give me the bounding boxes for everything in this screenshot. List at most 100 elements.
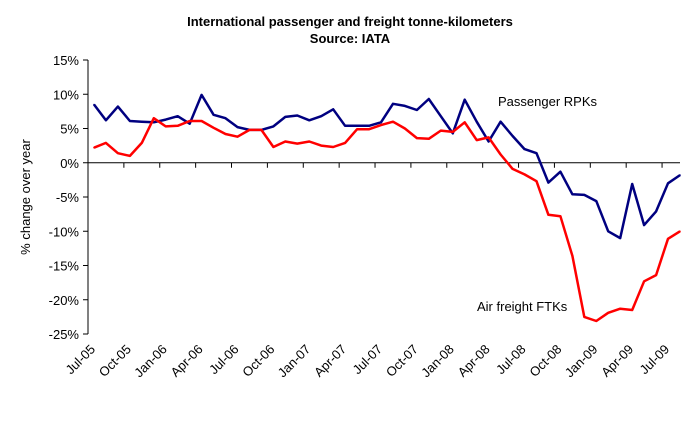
data-point — [105, 119, 107, 122]
data-point — [607, 230, 610, 233]
y-axis: 15% 10% 5% 0% -5% -10% -15% -20% -25% — [49, 53, 89, 342]
data-point — [224, 133, 227, 135]
x-tick-label: Jul-06 — [206, 342, 242, 378]
data-point — [667, 237, 669, 240]
series-label-passenger: Passenger RPKs — [498, 94, 597, 109]
x-tick-label: Jul-05 — [62, 342, 98, 378]
data-point — [332, 108, 334, 111]
data-point — [463, 121, 466, 124]
x-tick-label: Oct-08 — [526, 342, 564, 380]
data-point — [619, 237, 622, 239]
x-tick-label: Jan-06 — [131, 342, 170, 381]
data-point — [631, 183, 633, 185]
x-tick-label: Jan-09 — [562, 342, 601, 381]
data-point — [188, 120, 191, 122]
data-point — [451, 131, 454, 133]
x-tick-label: Jan-08 — [418, 342, 457, 381]
x-tick-label: Apr-07 — [311, 342, 349, 380]
data-point — [404, 105, 406, 107]
y-tick-label: -15% — [49, 259, 80, 274]
data-point — [679, 230, 681, 233]
x-tick-label: Apr-09 — [598, 342, 636, 380]
data-point — [176, 124, 179, 127]
data-point — [212, 127, 215, 129]
data-point — [344, 142, 346, 144]
data-point — [200, 120, 203, 122]
data-point — [416, 137, 418, 139]
data-point — [535, 180, 538, 183]
y-tick-label: -5% — [56, 190, 80, 205]
data-point — [607, 311, 610, 314]
chart-title: International passenger and freight tonn… — [187, 14, 513, 29]
data-point — [308, 119, 311, 122]
data-point — [272, 146, 275, 148]
data-point — [487, 136, 490, 139]
data-point — [392, 120, 394, 123]
y-tick-label: -25% — [49, 327, 80, 342]
data-point — [487, 140, 490, 143]
data-point — [93, 146, 95, 149]
data-point — [428, 98, 430, 100]
x-tick-label: Jul-07 — [349, 342, 385, 378]
data-point — [284, 116, 287, 118]
data-point — [535, 152, 538, 154]
data-point — [380, 124, 382, 126]
y-tick-label: -20% — [49, 293, 80, 308]
y-axis-label: % change over year — [18, 139, 33, 255]
data-point — [93, 103, 95, 106]
data-point — [368, 124, 370, 127]
data-point — [176, 115, 179, 117]
data-point — [164, 118, 167, 121]
series-lines — [93, 93, 681, 323]
series-line-air-freight-ftks — [93, 116, 681, 323]
data-point — [428, 137, 430, 140]
data-point — [523, 173, 526, 176]
x-tick-label: Apr-08 — [455, 342, 493, 380]
data-point — [296, 142, 299, 145]
data-point — [547, 181, 550, 184]
y-tick-label: 0% — [60, 156, 79, 171]
data-point — [117, 105, 119, 108]
series-label-freight: Air freight FTKs — [477, 299, 568, 314]
data-point — [308, 140, 311, 143]
x-tick-label: Oct-05 — [96, 342, 134, 380]
x-tick-label: Apr-06 — [168, 342, 206, 380]
data-point — [571, 193, 574, 196]
data-point — [105, 142, 107, 144]
data-point — [499, 120, 502, 123]
data-point — [152, 121, 155, 124]
data-point — [631, 309, 633, 311]
x-tick-label: Oct-07 — [383, 342, 421, 380]
data-point — [595, 320, 598, 322]
data-point — [188, 122, 191, 125]
data-point — [164, 125, 167, 128]
chart-subtitle: Source: IATA — [310, 31, 391, 46]
data-point — [571, 255, 574, 257]
x-tick-label: Jan-07 — [275, 342, 314, 381]
data-point — [129, 120, 131, 122]
y-tick-label: 10% — [53, 87, 79, 102]
data-point — [440, 115, 442, 117]
data-point — [200, 94, 203, 96]
data-point — [141, 142, 143, 144]
y-tick-label: 5% — [60, 122, 79, 137]
series-line-passenger-rpks — [93, 93, 681, 240]
data-point — [392, 103, 394, 105]
y-tick-label: -10% — [49, 224, 80, 239]
data-point — [284, 140, 287, 143]
data-point — [643, 224, 645, 226]
data-point — [523, 148, 526, 150]
data-point — [559, 170, 562, 173]
data-point — [129, 155, 131, 157]
data-point — [475, 139, 478, 141]
data-point — [152, 117, 155, 120]
data-point — [619, 307, 622, 310]
data-point — [404, 127, 406, 130]
data-point — [667, 182, 669, 185]
data-point — [332, 146, 334, 148]
data-point — [583, 194, 586, 196]
data-point — [595, 200, 598, 202]
data-point — [655, 274, 657, 276]
x-tick-label: Jul-09 — [637, 342, 673, 378]
